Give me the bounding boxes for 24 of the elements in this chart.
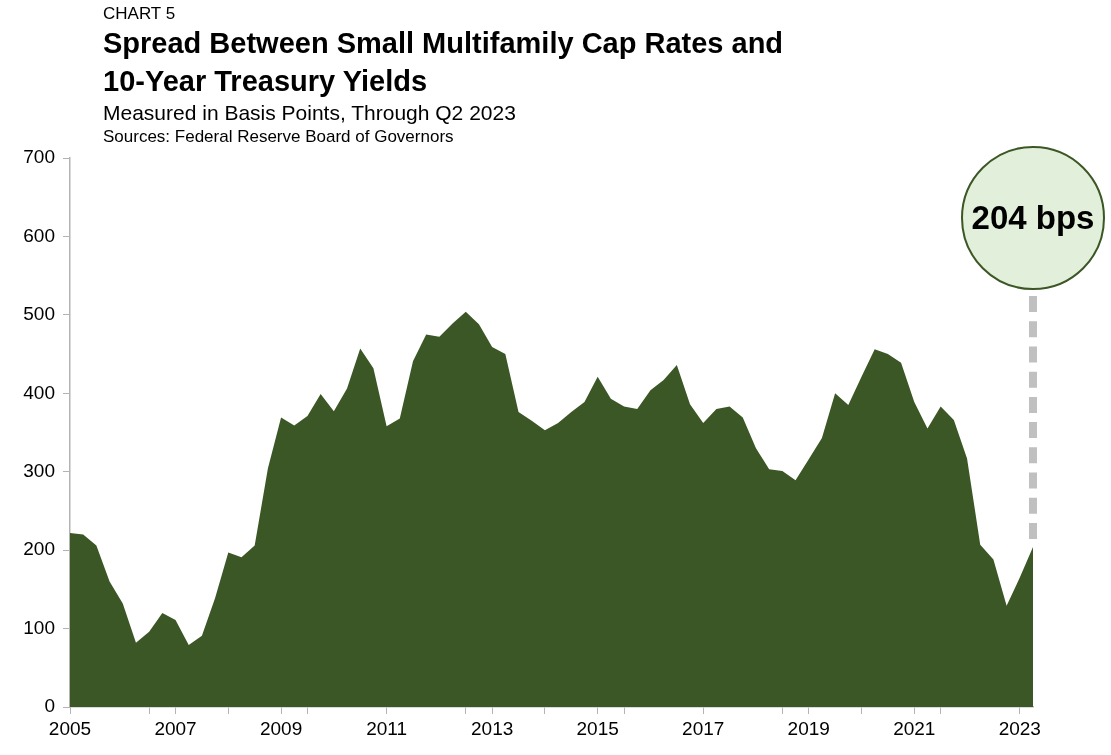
callout-circle: 204 bps: [961, 146, 1105, 290]
annotation: 204 bps: [971, 199, 1095, 237]
x-tick-label: 2011: [366, 717, 408, 739]
x-tick-label: 2007: [154, 717, 197, 739]
y-tick-label: 0: [44, 695, 55, 717]
source-note: Sources: Federal Reserve Board of Governors: [103, 126, 455, 148]
chart-title: Spread Between Small Multifamily Cap Rates and 10-Year Treasury Yields: [103, 26, 785, 99]
x-tick-label: 2013: [471, 717, 514, 739]
y-tick-label: 600: [23, 224, 55, 246]
x-tick-label: 2009: [259, 717, 303, 739]
chart-subtitle: Measured in Basis Points, Through Q2 2023: [103, 100, 517, 126]
y-tick-label: 100: [23, 616, 55, 638]
x-tick-label: 2005: [48, 717, 92, 739]
y-tick-label: 300: [23, 459, 55, 481]
x-tick-label: 2019: [787, 717, 830, 739]
y-tick-label: 500: [23, 303, 55, 325]
y-tick-label: 400: [23, 381, 55, 403]
caption: CHART 5: [103, 4, 177, 24]
y-tick-label: 200: [23, 538, 55, 560]
x-tick-label: 2017: [682, 717, 725, 739]
y-tick-label: 700: [23, 146, 55, 168]
x-tick-label: 2015: [576, 717, 619, 739]
x-tick-label: 2021: [893, 717, 936, 739]
x-tick-label: 2023: [998, 717, 1041, 739]
